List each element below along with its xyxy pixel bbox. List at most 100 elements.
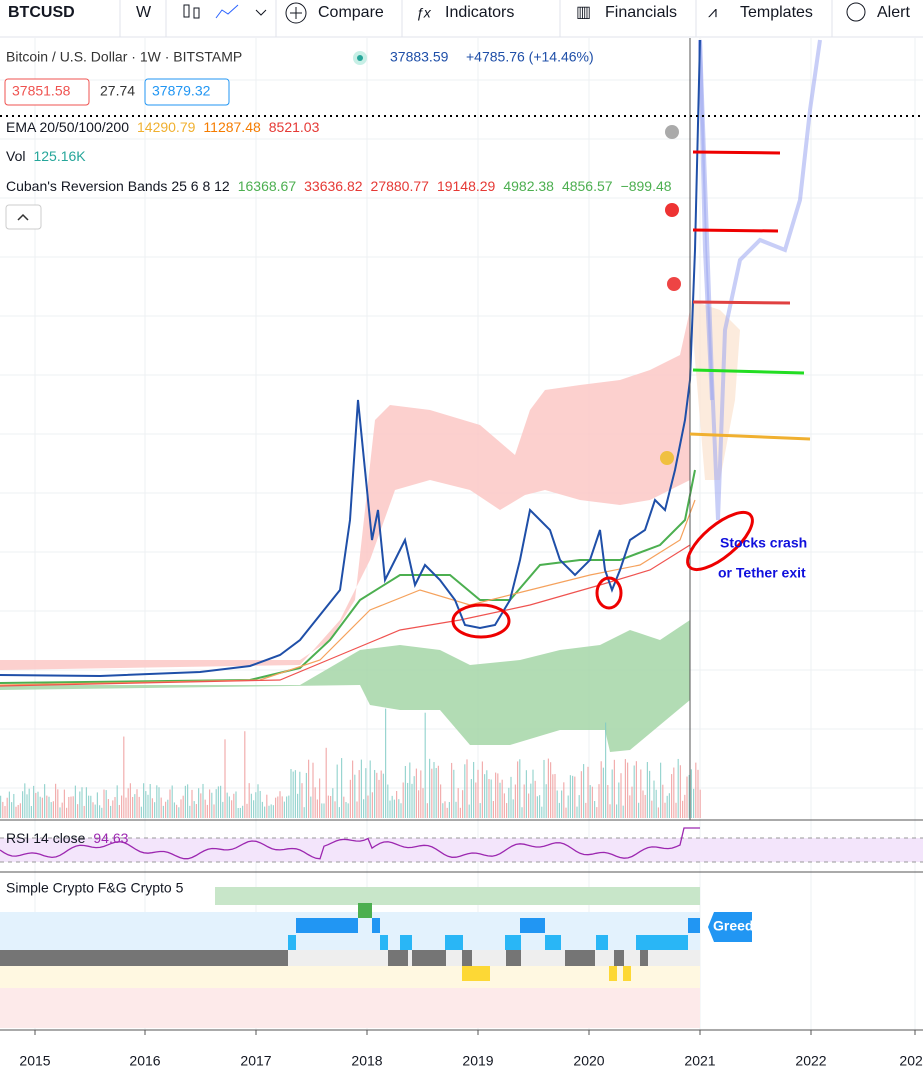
greed-badge: [708, 912, 752, 942]
fng-zone: [215, 887, 700, 905]
volume-bar: [0, 795, 2, 818]
volume-bar: [567, 795, 569, 818]
volume-bar: [191, 789, 193, 818]
volume-bar: [33, 785, 35, 818]
volume-bar: [510, 776, 512, 818]
templates-icon: ⩘: [708, 4, 717, 21]
volume-bar: [308, 759, 310, 818]
volume-bar: [479, 803, 481, 818]
toolbar-button[interactable]: Templates: [740, 4, 813, 21]
fng-neutral: [0, 950, 288, 966]
volume-bar: [323, 803, 325, 818]
volume-bar: [132, 796, 134, 818]
volume-bar: [248, 783, 250, 818]
volume-bar: [211, 792, 213, 818]
volume-bar: [545, 784, 547, 818]
collapse-button[interactable]: [5, 204, 42, 230]
volume-bar: [358, 770, 360, 818]
volume-bar: [266, 794, 268, 818]
toolbar-button[interactable]: Alert: [877, 4, 910, 21]
volume-bar: [598, 784, 600, 818]
fng-block: [506, 950, 521, 966]
volume-bar: [499, 782, 501, 818]
fng-block: [380, 935, 388, 950]
volume-bar: [679, 765, 681, 818]
volume-bar: [270, 804, 272, 818]
volume-bar: [55, 783, 57, 818]
indicator-name: RSI 14 close: [6, 830, 86, 846]
volume-bar: [4, 806, 6, 818]
volume-bar: [134, 794, 136, 818]
volume-bar: [550, 762, 552, 818]
volume-bar: [635, 761, 637, 818]
volume-bar: [217, 786, 219, 818]
volume-bar: [699, 789, 701, 818]
volume-bar: [402, 782, 404, 818]
toolbar-button[interactable]: Financials: [605, 4, 677, 21]
volume-bar: [514, 784, 516, 818]
volume-bar: [556, 790, 558, 818]
volume-bar: [107, 799, 109, 818]
volume-bar: [611, 769, 613, 818]
volume-bar: [437, 765, 439, 818]
volume-bar: [204, 799, 206, 818]
legend-title: Bitcoin / U.S. Dollar · 1W · BITSTAMP: [6, 49, 242, 65]
volume-bar: [321, 803, 323, 818]
volume-bar: [343, 796, 345, 818]
target-lines: [689, 150, 811, 441]
toolbar-button[interactable]: Indicators: [445, 4, 514, 21]
volume-bar: [187, 784, 189, 818]
volume-bar: [11, 802, 13, 818]
interval[interactable]: W: [136, 4, 152, 21]
indicator-name: Vol: [6, 148, 25, 164]
toolbar-button[interactable]: Compare: [318, 4, 384, 21]
volume-bar: [446, 807, 448, 818]
volume-bar: [492, 800, 494, 818]
volume-bar: [668, 793, 670, 818]
volume-bar: [189, 805, 191, 818]
volume-bar: [565, 807, 567, 818]
volume-bar: [594, 801, 596, 818]
volume-bar: [162, 805, 164, 818]
fng-zone: [0, 966, 700, 988]
symbol[interactable]: BTCUSD: [8, 4, 75, 21]
volume-bar: [673, 767, 675, 818]
volume-bar: [657, 807, 659, 818]
volume-bar: [193, 801, 195, 818]
volume-bar: [138, 796, 140, 818]
bid-box[interactable]: [4, 78, 90, 106]
volume-bar: [294, 770, 296, 818]
volume-bar: [94, 804, 96, 818]
volume-bar: [413, 776, 415, 818]
fng-block: [400, 935, 412, 950]
volume-bar: [547, 758, 549, 818]
volume-bar: [305, 772, 307, 818]
rsi-line: [0, 827, 700, 860]
volume-bar: [391, 795, 393, 818]
volume-bar: [195, 804, 197, 818]
volume-bar: [19, 803, 21, 818]
volume-bar: [151, 798, 153, 818]
volume-bar: [52, 801, 54, 818]
x-tick-label: 2015: [19, 1053, 50, 1069]
volume-bar: [44, 784, 46, 818]
volume-bar: [123, 736, 125, 818]
ask-box[interactable]: [144, 78, 230, 106]
volume-bar: [209, 789, 211, 818]
volume-bar: [297, 793, 299, 818]
volume-bar: [451, 762, 453, 818]
volume-bar: [543, 759, 545, 818]
volume-bar: [310, 796, 312, 818]
volume-bar: [8, 791, 10, 818]
volume-bar: [620, 773, 622, 818]
volume-bar: [422, 788, 424, 818]
volume-bar: [503, 793, 505, 818]
chart-style-icons[interactable]: [183, 2, 307, 24]
volume-bar: [426, 803, 428, 818]
volume-bar: [242, 805, 244, 818]
volume-bar: [468, 804, 470, 818]
indicator-legend: Vol 125.16K: [6, 148, 86, 164]
volume-bar: [303, 807, 305, 818]
volume-bar: [272, 805, 274, 818]
